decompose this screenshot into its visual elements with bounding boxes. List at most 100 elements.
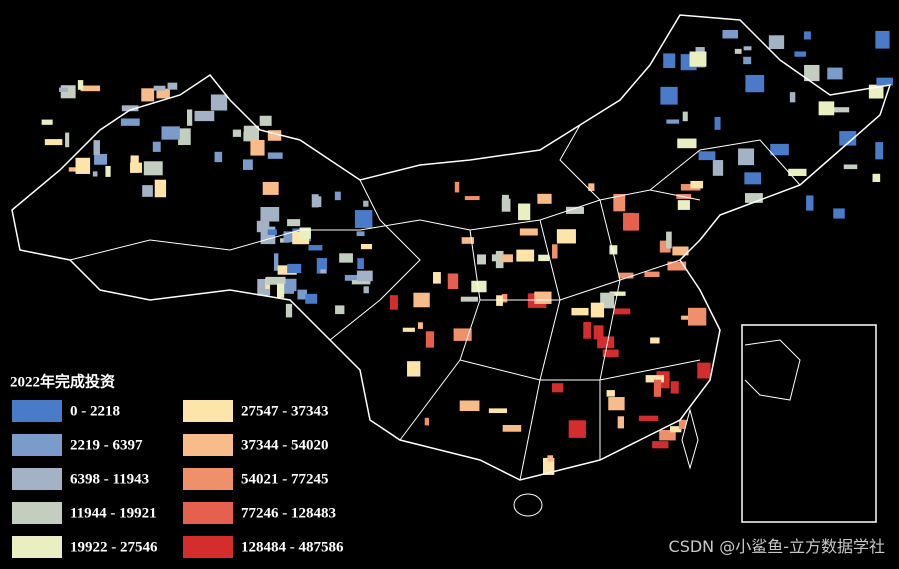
- county-patch: [502, 424, 522, 432]
- county-patch: [672, 246, 689, 256]
- county-patch: [501, 254, 513, 263]
- county-patch: [267, 229, 277, 235]
- county-patch: [363, 200, 369, 207]
- county-patch: [344, 274, 359, 281]
- county-patch: [667, 261, 687, 271]
- county-patch: [660, 86, 678, 105]
- county-patch: [568, 420, 586, 438]
- county-patch: [839, 131, 857, 146]
- county-patch: [827, 67, 843, 80]
- county-patch: [744, 172, 762, 185]
- county-patch: [287, 263, 302, 274]
- county-patch: [551, 383, 564, 393]
- patches: [41, 30, 893, 475]
- county-patch: [650, 337, 660, 344]
- county-patch: [606, 390, 615, 397]
- county-patch: [670, 381, 679, 394]
- county-patch: [687, 307, 707, 326]
- legend-label: 11944 - 19921: [70, 505, 157, 521]
- county-patch: [142, 185, 153, 197]
- county-patch: [682, 111, 688, 122]
- county-patch: [461, 237, 474, 244]
- inset-frame: [741, 324, 877, 523]
- county-patch: [833, 208, 845, 219]
- county-patch: [519, 228, 538, 236]
- county-patch: [597, 336, 615, 349]
- county-patch: [623, 212, 635, 231]
- county-patch: [537, 193, 552, 204]
- legend-swatch: [12, 434, 62, 456]
- county-patch: [516, 249, 535, 262]
- legend-label: 54021 - 77245: [241, 471, 329, 487]
- county-patch: [666, 119, 680, 124]
- county-patch: [153, 85, 166, 91]
- legend-swatch: [12, 468, 62, 490]
- county-patch: [283, 231, 300, 243]
- county-patch: [277, 265, 297, 275]
- county-patch: [491, 254, 497, 262]
- county-patch: [571, 307, 589, 316]
- county-patch: [677, 138, 697, 149]
- county-patch: [276, 283, 285, 298]
- county-patch: [788, 168, 807, 176]
- county-patch: [242, 159, 253, 170]
- county-patch: [120, 118, 140, 126]
- province-borders: [69, 124, 801, 481]
- county-patch: [316, 258, 328, 274]
- legend-label: 27547 - 37343: [241, 403, 329, 419]
- county-patch: [806, 195, 814, 211]
- county-patch: [590, 302, 605, 318]
- county-patch: [743, 46, 752, 51]
- county-patch: [65, 132, 70, 148]
- county-patch: [613, 193, 626, 212]
- county-patch: [832, 107, 850, 113]
- legend-label: 37344 - 54020: [241, 437, 329, 453]
- county-patch: [93, 140, 100, 155]
- legend-swatch: [183, 434, 233, 456]
- county-patch: [645, 375, 664, 383]
- county-patch: [280, 283, 295, 294]
- county-patch: [818, 101, 835, 116]
- county-patch: [75, 157, 91, 174]
- county-patch: [335, 305, 345, 315]
- county-patch: [267, 130, 282, 141]
- county-patch: [543, 457, 555, 475]
- county-patch: [262, 181, 279, 195]
- legend-label: 128484 - 487586: [241, 539, 344, 555]
- county-patch: [617, 416, 624, 429]
- county-patch: [447, 273, 459, 290]
- county-patch: [357, 258, 364, 269]
- county-patch: [566, 206, 584, 214]
- legend-label: 0 - 2218: [70, 403, 120, 419]
- county-patch: [734, 48, 742, 54]
- legend-swatch: [12, 502, 62, 524]
- county-patch: [243, 125, 260, 141]
- county-patch: [417, 322, 423, 329]
- county-patch: [210, 94, 228, 111]
- county-patch: [187, 109, 193, 126]
- county-patch: [608, 397, 625, 411]
- legend-swatch: [12, 400, 62, 422]
- county-patch: [267, 152, 283, 159]
- county-patch: [314, 196, 322, 208]
- county-patch: [194, 110, 215, 122]
- legend-label: 6398 - 11943: [70, 471, 149, 487]
- county-patch: [389, 295, 398, 310]
- county-patch: [156, 88, 170, 99]
- county-patch: [644, 271, 660, 277]
- legend-title: 2022年完成投资: [10, 372, 115, 390]
- county-patch: [453, 328, 472, 341]
- county-patch: [666, 231, 672, 249]
- county-patch: [678, 419, 692, 429]
- county-patch: [698, 151, 716, 161]
- county-patch: [105, 165, 111, 177]
- county-patch: [609, 245, 618, 255]
- county-patch: [44, 139, 63, 146]
- county-patch: [670, 426, 682, 433]
- legend-label: 2219 - 6397: [70, 437, 143, 453]
- county-patch: [274, 253, 279, 271]
- county-patch: [94, 153, 108, 165]
- county-patch: [843, 164, 858, 170]
- county-patch: [496, 295, 503, 306]
- county-patch: [534, 291, 552, 304]
